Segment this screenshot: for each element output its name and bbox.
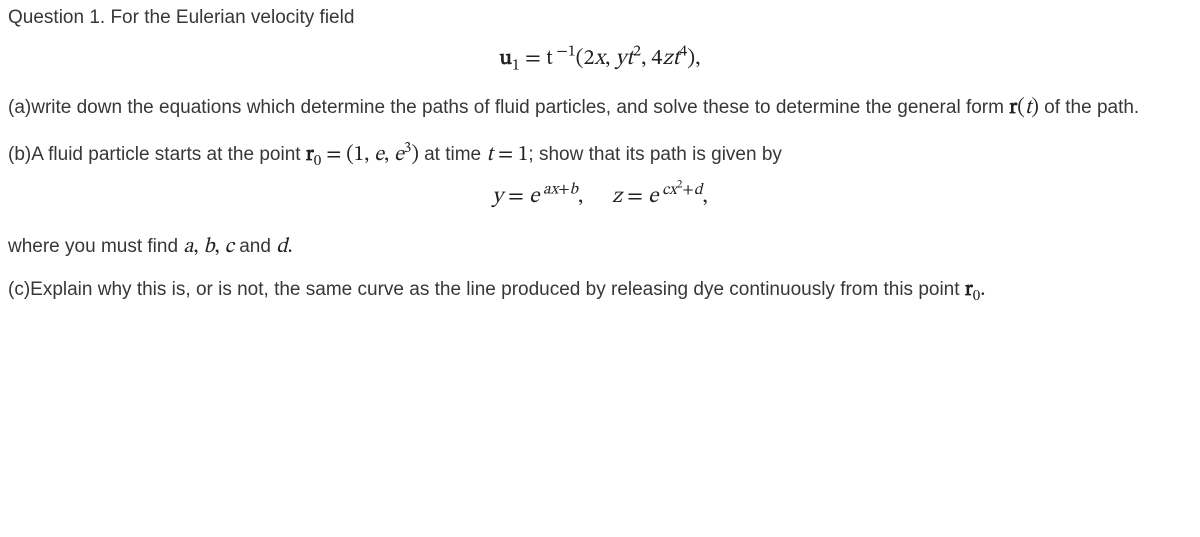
r0-value: r0 = (1, e, e3): [306, 144, 419, 165]
part-b-where: where you must find a, b, c and d.: [8, 232, 1192, 262]
and-text: and: [234, 236, 276, 257]
r-of-t: r(t): [1009, 97, 1039, 118]
part-a-text: (a)write down the equations which determ…: [8, 97, 1009, 118]
part-c: (c)Explain why this is, or is not, the s…: [8, 275, 1192, 305]
question-intro: Question 1. For the Eulerian velocity fi…: [8, 4, 1192, 32]
equation-velocity-field: u1 = t −1(2x, yt2, 4zt4),: [8, 44, 1192, 76]
equation-path: y = e ax+b,z = e cx2+d,: [8, 182, 1192, 214]
where-text: where you must find: [8, 236, 183, 257]
part-b-tail: ; show that its path is given by: [528, 144, 781, 165]
vars-abc: a, b, c: [183, 236, 234, 257]
part-b-mid: at time: [419, 144, 487, 165]
r0-final: r0.: [965, 279, 986, 300]
part-c-text: (c)Explain why this is, or is not, the s…: [8, 279, 965, 300]
part-b: (b)A fluid particle starts at the point …: [8, 140, 1192, 170]
part-b-lead: (b)A fluid particle starts at the point: [8, 144, 306, 165]
part-a: (a)write down the equations which determ…: [8, 93, 1192, 123]
var-d: d.: [276, 236, 292, 257]
part-a-tail: of the path.: [1039, 97, 1139, 118]
t-eq-1: t = 1: [486, 144, 528, 165]
